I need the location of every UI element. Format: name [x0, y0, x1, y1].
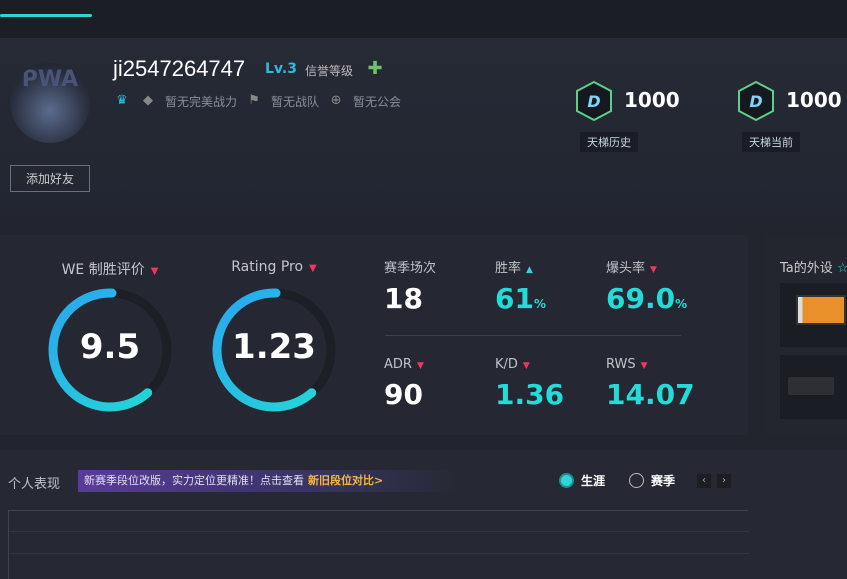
keyboard-image [788, 377, 834, 395]
trend-down-icon: ▼ [416, 361, 424, 371]
rank-d-hex-icon: D [738, 80, 774, 122]
team-text[interactable]: 暂无战队 [271, 94, 320, 109]
svg-text:D: D [587, 92, 600, 111]
radio-season[interactable]: 赛季 [629, 472, 675, 489]
gauge-title[interactable]: WE 制胜评价 ▼ [61, 262, 159, 278]
gauge-value: 9.5 [79, 327, 141, 367]
stats-divider [385, 335, 681, 336]
stat-5: RWS ▼ 14.07 [606, 357, 706, 411]
dropdown-triangle-icon: ▼ [150, 266, 159, 277]
svg-text:D: D [749, 92, 762, 111]
stat-2: 爆头率 ▼ 69.0% [606, 257, 706, 315]
gauge-value: 1.23 [232, 327, 316, 367]
username: ji2547264747 [113, 56, 246, 81]
diamond-icon: ◆ [143, 93, 153, 108]
gauge-ring [48, 288, 172, 412]
stat-value: 69.0% [606, 282, 688, 315]
gauge-arc [48, 288, 172, 412]
radio-unselected-icon [629, 473, 644, 488]
credit-label: 信誉等级 [305, 64, 354, 78]
gear-title: Ta的外设 ☆ [780, 261, 847, 276]
rank-change-banner[interactable]: 新赛季段位改版，实力定位更精准！点击查看 新旧段位对比> [78, 470, 458, 492]
guild-icon: ⊕ [330, 93, 342, 108]
add-friend-button[interactable]: 添加好友 [10, 165, 90, 192]
stat-value: 18 [384, 282, 423, 315]
stat-4: K/D ▼ 1.36 [495, 357, 595, 411]
gear-keyboard[interactable] [780, 355, 847, 419]
rank-compare-link[interactable]: 新旧段位对比> [308, 474, 384, 487]
active-tab-indicator[interactable] [0, 14, 92, 17]
gauge-ring [212, 288, 336, 412]
guild-text[interactable]: 暂无公会 [353, 94, 402, 109]
stat-value: 1.36 [495, 378, 565, 411]
gauge-arc [212, 288, 336, 412]
stat-label[interactable]: K/D ▼ [495, 357, 530, 372]
avatar-logo-text: PWA [21, 67, 79, 92]
stats-panel: WE 制胜评价 ▼ 9.5 Rating Pro ▼ 1.23 赛季场次 18 胜率 ▲ 6… [0, 235, 748, 435]
stat-label[interactable]: 胜率 ▲ [495, 261, 533, 276]
ladder-history-value: 1000 [624, 88, 680, 112]
rank-d-hex-icon: D [576, 80, 612, 122]
performance-section: 个人表现 新赛季段位改版，实力定位更精准！点击查看 新旧段位对比> 生涯 赛季 ‹… [0, 450, 847, 579]
stat-0: 赛季场次 18 [384, 257, 484, 315]
stat-1: 胜率 ▲ 61% [495, 257, 595, 315]
dropdown-triangle-icon: ▼ [309, 263, 317, 274]
team-flag-icon: ⚑ [248, 93, 260, 108]
radio-selected-icon [559, 473, 574, 488]
gauge-we-rating: WE 制胜评价 ▼ 9.5 [35, 235, 185, 425]
performance-chart-area [8, 510, 749, 579]
credit-shield-icon[interactable]: ✚ [367, 58, 383, 79]
gear-monitor[interactable] [780, 283, 847, 347]
crown-shield-icon[interactable]: ♛ [116, 93, 128, 108]
next-page-button[interactable]: › [717, 474, 731, 488]
trend-down-icon: ▼ [650, 265, 657, 275]
stat-label[interactable]: RWS ▼ [606, 357, 648, 372]
trend-down-icon: ▼ [522, 361, 530, 371]
gauge-title[interactable]: Rating Pro ▼ [231, 259, 317, 275]
top-tab-bar [0, 0, 847, 38]
trend-up-icon: ▲ [526, 265, 533, 275]
stat-label[interactable]: 爆头率 ▼ [606, 261, 657, 276]
power-text[interactable]: 暂无完美战力 [165, 94, 238, 109]
prev-page-button[interactable]: ‹ [697, 474, 711, 488]
level-badge: Lv.3 [265, 61, 297, 77]
ladder-history-label: 天梯历史 [580, 132, 638, 152]
stat-label[interactable]: 赛季场次 [384, 261, 437, 276]
trend-down-icon: ▼ [640, 361, 648, 371]
gear-panel: Ta的外设 ☆ [765, 235, 847, 435]
stat-label[interactable]: ADR ▼ [384, 357, 424, 372]
gauge-rating-pro: Rating Pro ▼ 1.23 [199, 235, 349, 425]
ladder-current-label: 天梯当前 [742, 132, 800, 152]
ladder-current-value: 1000 [786, 88, 842, 112]
avatar[interactable]: PWA [10, 63, 90, 143]
stat-value: 61% [495, 282, 546, 315]
monitor-image [796, 295, 846, 325]
stat-value: 90 [384, 378, 423, 411]
profile-header: PWA ji2547264747 Lv.3 信誉等级 ✚ ♛ ◆ 暂无完美战力 ⚑… [0, 38, 847, 216]
radio-career[interactable]: 生涯 [559, 472, 605, 489]
section-title: 个人表现 [8, 477, 61, 492]
stat-3: ADR ▼ 90 [384, 357, 484, 411]
stat-value: 14.07 [606, 378, 695, 411]
